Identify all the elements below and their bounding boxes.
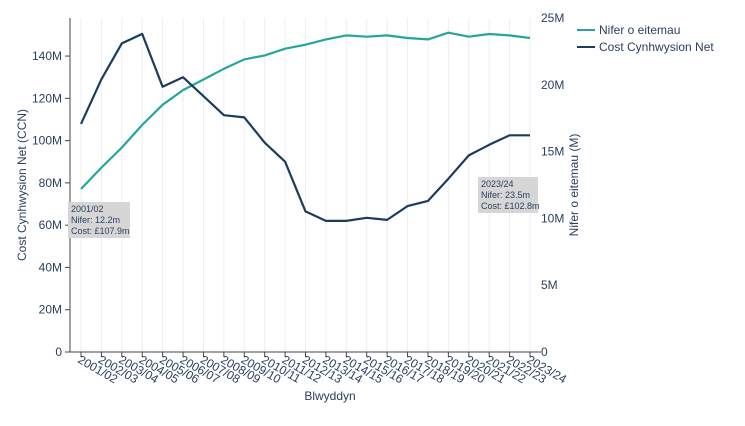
left-tick-label: 100M (32, 134, 62, 148)
left-tick-label: 0 (55, 345, 62, 359)
series-line-items[interactable] (80, 31, 531, 190)
hover-label-text: Nifer: 12.2m (71, 215, 120, 225)
legend: Nifer o eitemau Cost Cynhwysion Net (577, 23, 714, 54)
series (79, 31, 531, 222)
hover-label-text: Cost: £107.9m (71, 226, 130, 236)
right-tick-label: 0 (541, 345, 548, 359)
legend-label-cost: Cost Cynhwysion Net (599, 40, 714, 54)
left-tick-label: 20M (39, 303, 62, 317)
right-axis-title: Nifer o eitemau (M) (567, 134, 581, 237)
left-tick-label: 140M (32, 49, 62, 63)
right-tick-label: 25M (541, 11, 564, 25)
series-line-cost[interactable] (79, 32, 530, 222)
left-tick-label: 80M (39, 176, 62, 190)
hover-label-box (478, 177, 538, 213)
x-axis-ticks: 2001/022002/032003/042004/052005/062006/… (76, 352, 569, 386)
right-tick-label: 10M (541, 211, 564, 225)
left-axis-ticks: 0 20M 40M 60M 80M 100M 120M 140M (32, 49, 70, 359)
x-axis-title: Blwyddyn (304, 389, 355, 403)
left-tick-label: 120M (32, 91, 62, 105)
left-tick-label: 60M (39, 218, 62, 232)
grid-lines (80, 18, 531, 352)
left-tick-label: 40M (39, 260, 62, 274)
left-axis-title: Cost Cynhwysion Net (CCN) (15, 109, 29, 261)
right-tick-label: 15M (541, 145, 564, 159)
right-tick-label: 5M (541, 278, 558, 292)
hover-label-text: Nifer: 23.5m (481, 190, 530, 200)
hover-label-text: 2023/24 (481, 179, 514, 189)
legend-item-items[interactable]: Nifer o eitemau (577, 23, 680, 37)
hover-label-box (68, 202, 130, 238)
legend-label-items: Nifer o eitemau (599, 23, 680, 37)
legend-item-cost[interactable]: Cost Cynhwysion Net (577, 40, 714, 54)
right-tick-label: 20M (541, 78, 564, 92)
right-axis-ticks: 0 5M 10M 15M 20M 25M (541, 11, 564, 359)
hover-label-text: Cost: £102.8m (481, 201, 540, 211)
hover-label-text: 2001/02 (71, 204, 104, 214)
